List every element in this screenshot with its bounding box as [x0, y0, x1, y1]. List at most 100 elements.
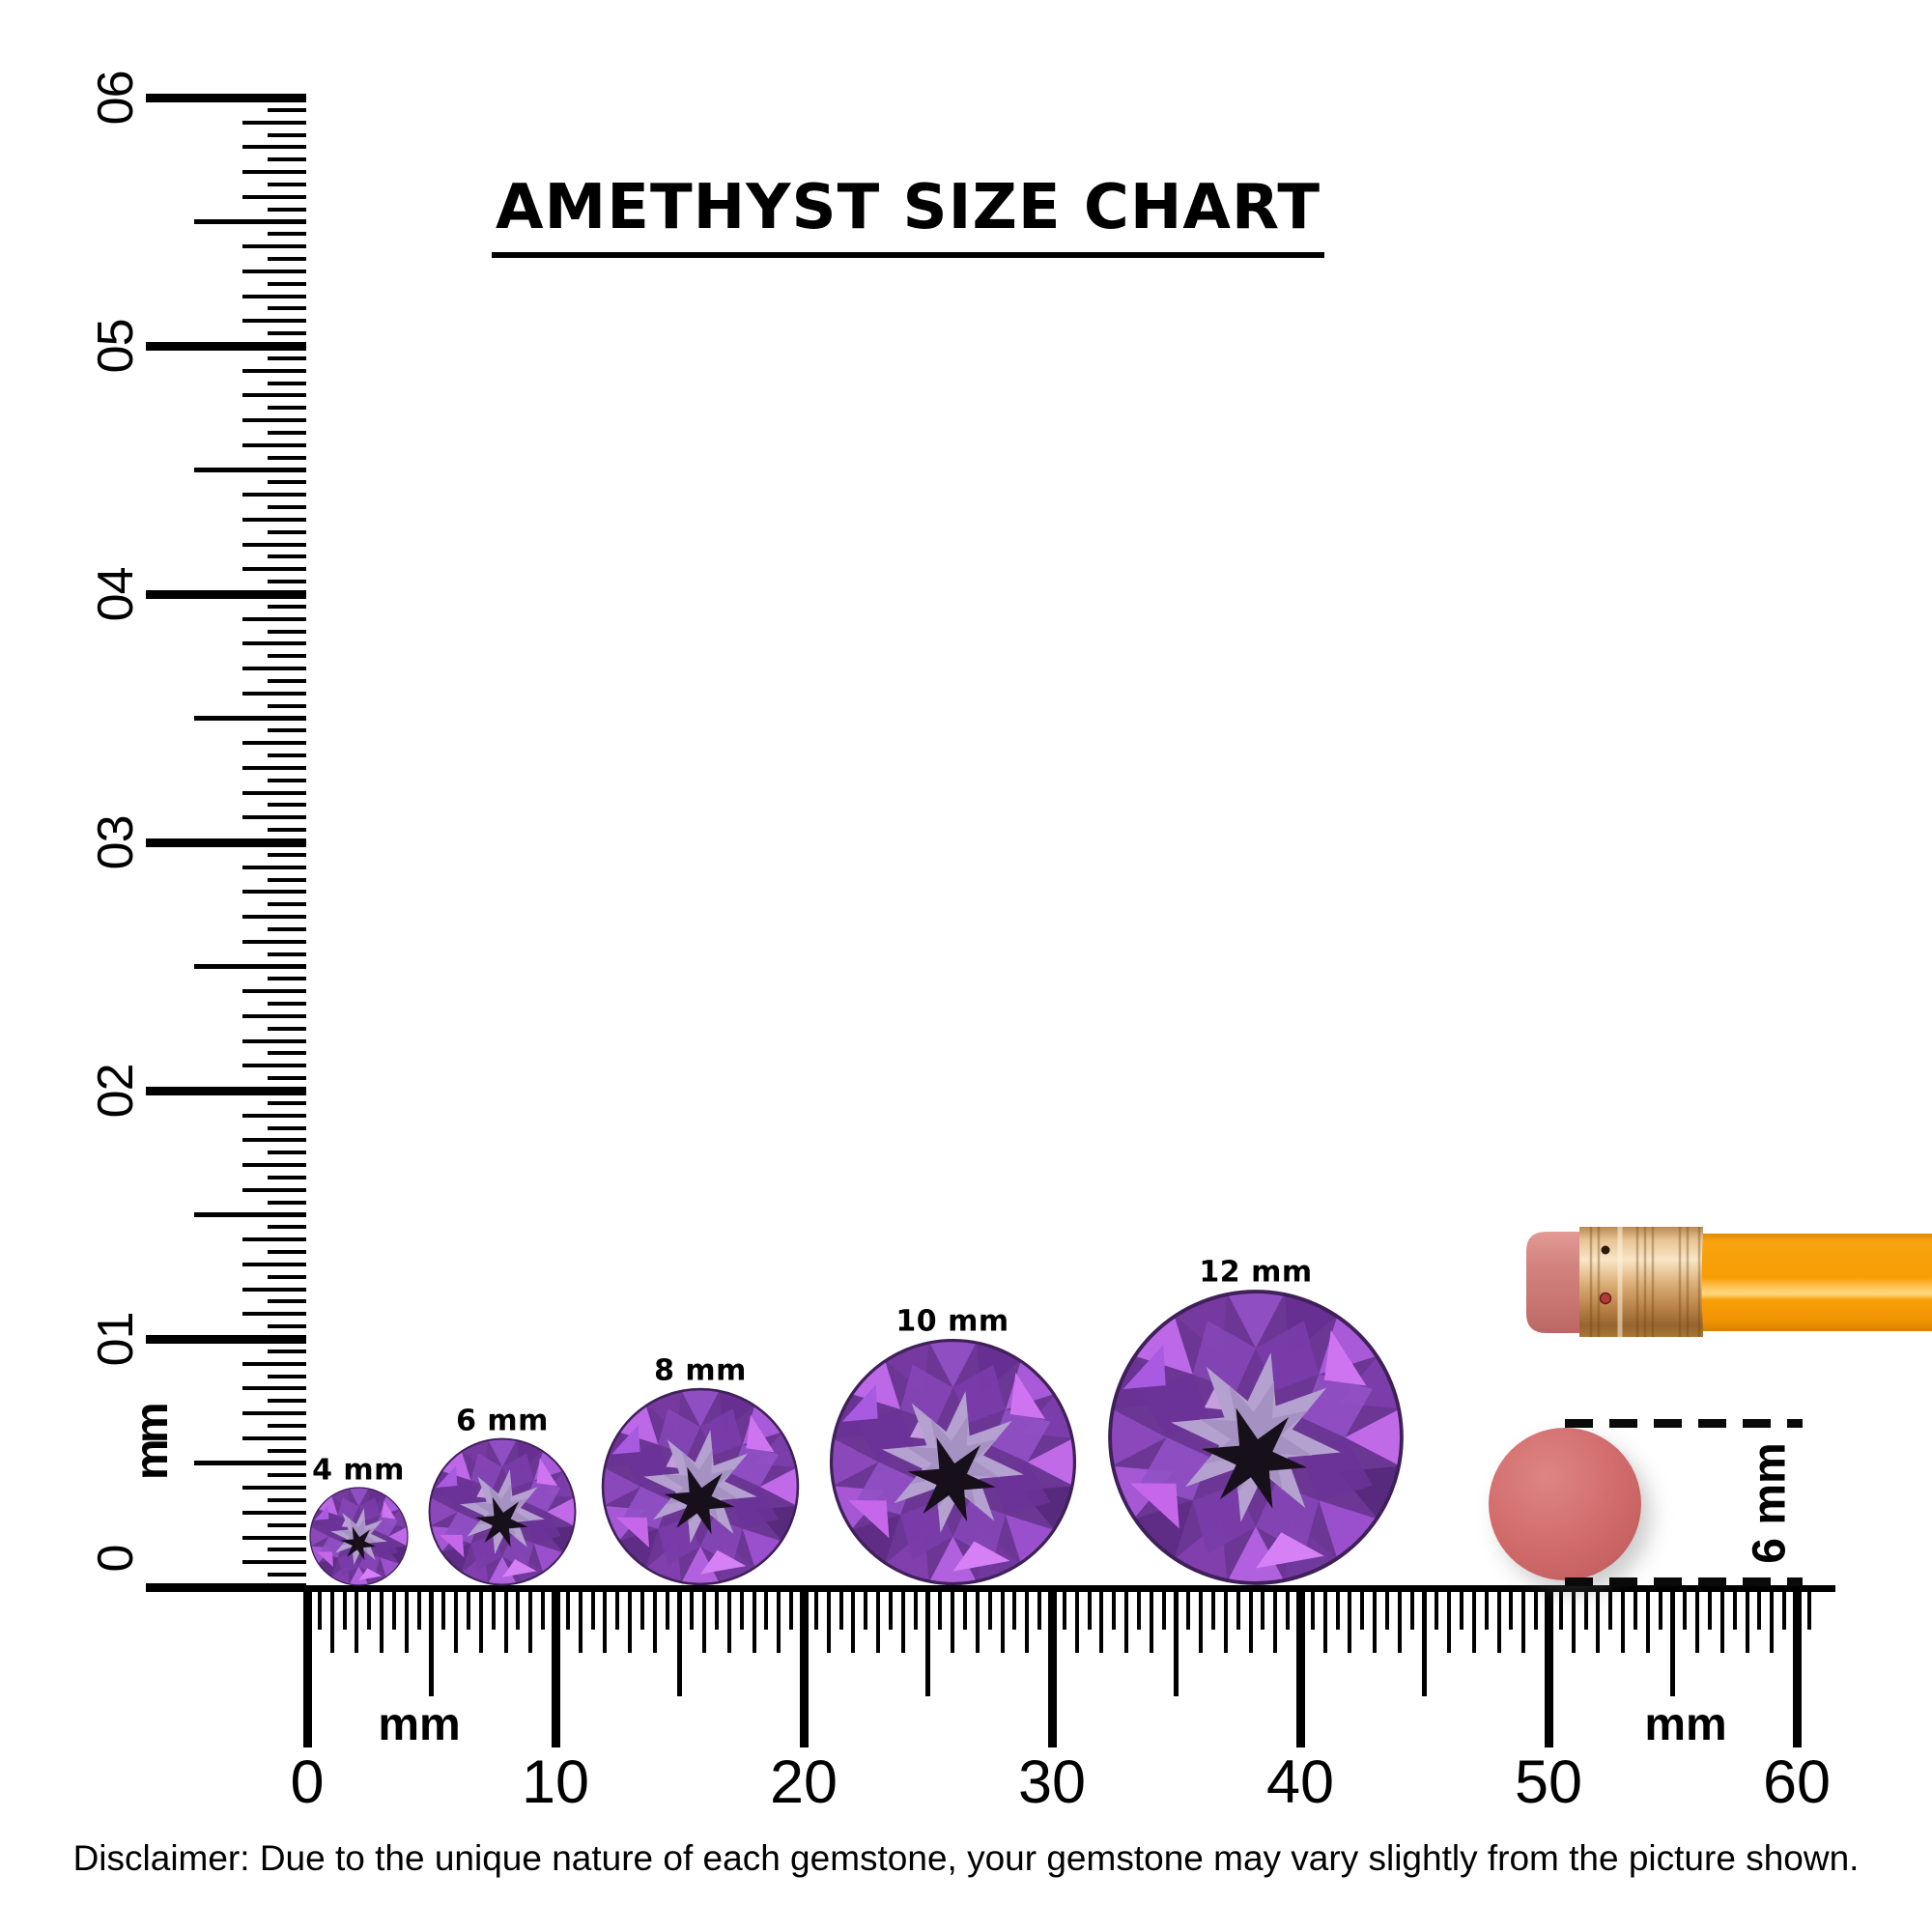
measure-dash-bottom — [1565, 1577, 1803, 1586]
ruler-tick — [404, 1585, 409, 1653]
horizontal-ruler-label-60: 60 — [1762, 1748, 1832, 1816]
horizontal-ruler-unit-right: mm — [1644, 1699, 1727, 1750]
gem-size-label-12mm: 12 mm — [1199, 1255, 1313, 1290]
ruler-tick — [242, 1013, 306, 1018]
ruler-tick — [268, 1573, 306, 1577]
ruler-tick — [242, 145, 306, 150]
ruler-tick — [242, 915, 306, 920]
eraser-end-dot — [1489, 1428, 1641, 1580]
ruler-tick — [925, 1585, 930, 1696]
ruler-tick — [242, 939, 306, 944]
ruler-tick — [441, 1585, 446, 1630]
ruler-tick — [242, 890, 306, 895]
ruler-tick — [242, 1560, 306, 1565]
ruler-tick — [491, 1585, 496, 1630]
ruler-tick — [355, 1585, 359, 1653]
amethyst-gem-4mm — [308, 1487, 409, 1586]
amethyst-gem-graphic — [1108, 1290, 1404, 1585]
amethyst-gem-6mm — [428, 1437, 577, 1586]
horizontal-ruler-label-20: 20 — [769, 1748, 838, 1816]
ruler-tick — [242, 1486, 306, 1491]
ruler-tick — [1471, 1585, 1476, 1653]
ruler-tick — [1186, 1585, 1191, 1630]
ruler-tick — [268, 1274, 306, 1279]
ruler-tick — [367, 1585, 372, 1630]
ruler-tick — [1149, 1585, 1153, 1653]
ruler-tick — [429, 1585, 434, 1696]
ruler-tick — [268, 926, 306, 931]
ruler-tick — [1211, 1585, 1216, 1630]
ruler-tick — [268, 381, 306, 385]
ruler-tick — [1161, 1585, 1166, 1630]
ruler-tick — [1000, 1585, 1005, 1653]
ruler-tick — [194, 468, 306, 472]
ruler-tick — [975, 1585, 980, 1653]
ruler-tick — [268, 1324, 306, 1329]
ruler-tick — [963, 1585, 968, 1630]
ruler-tick — [590, 1585, 595, 1630]
ruler-tick — [1025, 1585, 1030, 1653]
ruler-tick — [1770, 1585, 1775, 1653]
ruler-tick — [541, 1585, 546, 1630]
ruler-tick — [146, 589, 306, 599]
horizontal-ruler-label-10: 10 — [521, 1748, 590, 1816]
amethyst-gem-graphic — [829, 1338, 1076, 1586]
ruler-tick — [528, 1585, 533, 1653]
ruler-tick — [268, 505, 306, 510]
ruler-tick — [1658, 1585, 1662, 1630]
ruler-tick — [268, 430, 306, 435]
ruler-tick — [951, 1585, 955, 1653]
ruler-tick — [799, 1585, 809, 1747]
ruler-tick — [242, 493, 306, 497]
ruler-tick — [1544, 1585, 1553, 1747]
ruler-tick — [1521, 1585, 1526, 1653]
ruler-tick — [242, 244, 306, 249]
ruler-tick — [268, 828, 306, 833]
amethyst-gem-graphic — [601, 1387, 800, 1586]
horizontal-ruler-label-50: 50 — [1514, 1748, 1583, 1816]
ruler-tick — [467, 1585, 471, 1630]
ruler-tick — [268, 257, 306, 262]
ruler-tick — [268, 182, 306, 186]
horizontal-ruler-label-30: 30 — [1017, 1748, 1087, 1816]
ruler-tick — [242, 1435, 306, 1440]
ruler-tick — [1012, 1585, 1017, 1630]
ruler-tick — [342, 1585, 347, 1630]
ruler-tick — [242, 1287, 306, 1292]
ruler-tick — [242, 1386, 306, 1391]
ruler-tick — [268, 952, 306, 956]
ruler-tick — [1037, 1585, 1042, 1630]
ruler-tick — [478, 1585, 483, 1653]
ruler-tick — [268, 157, 306, 162]
ruler-tick — [268, 232, 306, 237]
ruler-tick — [302, 1585, 312, 1747]
ruler-tick — [242, 691, 306, 696]
ruler-tick — [1062, 1585, 1066, 1630]
horizontal-ruler-label-40: 40 — [1265, 1748, 1335, 1816]
ruler-tick — [242, 616, 306, 621]
ruler-tick — [938, 1585, 943, 1630]
ruler-tick — [268, 728, 306, 733]
ruler-tick — [268, 902, 306, 907]
ruler-tick — [752, 1585, 756, 1653]
ruler-tick — [242, 1237, 306, 1242]
ruler-tick — [194, 1461, 306, 1465]
ruler-tick — [565, 1585, 570, 1630]
ruler-tick — [1534, 1585, 1539, 1630]
ruler-tick — [1708, 1585, 1713, 1630]
ferrule-rivet-dark — [1601, 1245, 1610, 1255]
ruler-tick — [268, 132, 306, 137]
ruler-tick — [1174, 1585, 1179, 1696]
ruler-tick — [242, 542, 306, 547]
ruler-tick — [1745, 1585, 1749, 1653]
pencil-body — [1701, 1234, 1932, 1331]
ruler-tick — [1074, 1585, 1079, 1653]
ruler-tick — [146, 1334, 306, 1344]
ruler-tick — [268, 1151, 306, 1155]
ruler-tick — [268, 1473, 306, 1478]
